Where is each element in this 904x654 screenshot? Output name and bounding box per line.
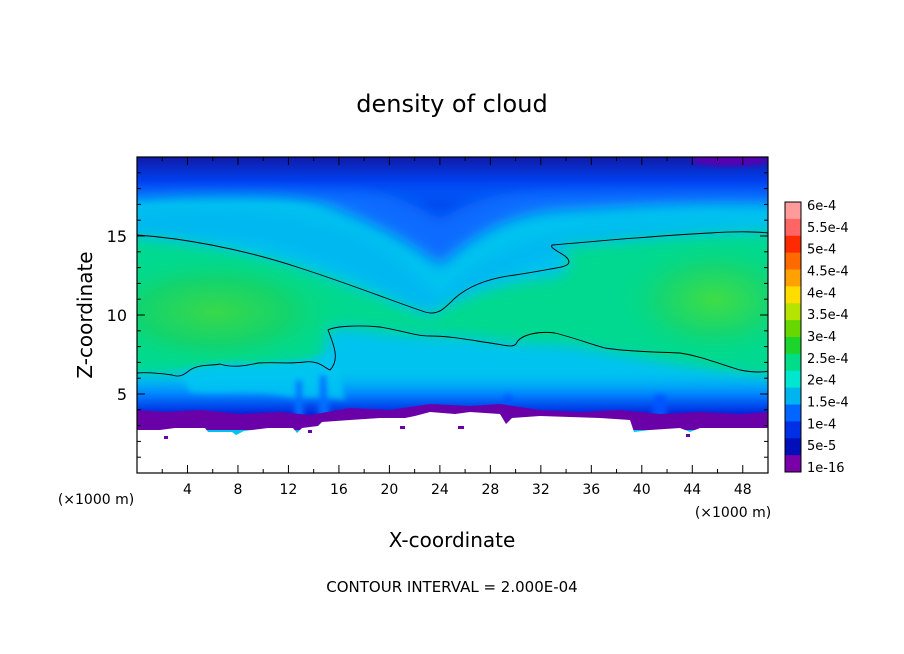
colorbar-frame <box>784 201 802 473</box>
x-tick-label: 36 <box>582 482 600 498</box>
x-tick-label: 28 <box>481 482 499 498</box>
terrain-speck <box>458 426 464 429</box>
colorbar-swatch <box>785 353 801 372</box>
colorbar-label: 6e-4 <box>807 199 836 214</box>
y-tick-label: 5 <box>117 385 127 404</box>
density-field <box>137 157 768 473</box>
terrain-speck <box>308 430 312 433</box>
x-tick-label: 48 <box>734 482 752 498</box>
colorbar-swatch <box>785 269 801 287</box>
x-tick-label: 24 <box>431 482 449 498</box>
vertical-streak-2 <box>318 375 330 420</box>
colorbar-swatch <box>785 438 801 456</box>
contour-interval-note: CONTOUR INTERVAL = 2.000E-04 <box>326 578 577 596</box>
terrain-speck <box>400 426 405 429</box>
colorbar-label: 2e-4 <box>807 374 836 389</box>
colorbar-label: 4e-4 <box>807 286 836 301</box>
colorbar-label: 5e-5 <box>807 439 836 454</box>
y-axis-title: Z-coordinate <box>73 251 97 378</box>
colorbar-swatch <box>785 303 801 321</box>
x-tick-labels: 4 8 12 16 20 24 28 32 36 40 44 48 <box>183 482 752 498</box>
colorbar-swatch <box>785 404 801 422</box>
left-core <box>137 252 350 372</box>
colorbar-swatch <box>785 320 801 338</box>
terrain-speck <box>164 436 168 439</box>
x-tick-label: 32 <box>532 482 550 498</box>
y-tick-labels: 5 10 15 <box>107 227 127 404</box>
chart-title: density of cloud <box>356 90 547 118</box>
colorbar-label: 2.5e-4 <box>807 352 849 367</box>
x-tick-marks <box>161 157 744 473</box>
colorbar-label: 4.5e-4 <box>807 265 849 280</box>
terrain-speck <box>686 434 690 437</box>
colorbar-label: 5e-4 <box>807 243 836 258</box>
x-unit-label: (×1000 m) <box>695 505 771 521</box>
x-axis-title: X-coordinate <box>389 528 516 552</box>
y-tick-marks <box>137 172 768 458</box>
z-unit-label: (×1000 m) <box>58 492 134 508</box>
colorbar-swatch <box>785 218 801 237</box>
right-core <box>615 238 768 362</box>
x-tick-label: 40 <box>633 482 651 498</box>
colorbar-label: 5.5e-4 <box>807 221 849 236</box>
colorbar-label: 1e-4 <box>807 417 836 432</box>
x-tick-label: 8 <box>233 482 242 498</box>
x-tick-label: 20 <box>380 482 398 498</box>
colorbar-swatch <box>785 387 801 405</box>
colorbar-label: 3.5e-4 <box>807 308 849 323</box>
colorbar-swatch <box>785 286 801 304</box>
colorbar-swatch <box>785 370 801 389</box>
x-tick-label: 12 <box>280 482 298 498</box>
upper-teal-band <box>137 207 768 320</box>
colorbar-swatch <box>785 252 801 270</box>
x-tick-label: 16 <box>330 482 348 498</box>
colorbar-swatch <box>785 421 801 439</box>
colorbar <box>784 201 802 473</box>
x-tick-label: 4 <box>183 482 192 498</box>
terrain-mask <box>137 412 768 473</box>
colorbar-swatch <box>785 337 801 355</box>
colorbar-swatch <box>785 455 801 473</box>
y-tick-label: 10 <box>107 306 127 325</box>
contour-line-lower <box>137 325 768 377</box>
colorbar-label: 3e-4 <box>807 330 836 345</box>
colorbar-swatch <box>785 235 801 254</box>
top-purple-spot <box>690 157 768 166</box>
y-tick-label: 15 <box>107 227 127 246</box>
top-dark-band <box>137 157 768 205</box>
plot-axes <box>136 156 769 474</box>
x-tick-label: 44 <box>683 482 701 498</box>
contour-line-upper <box>137 231 768 314</box>
colorbar-label: 1.5e-4 <box>807 396 849 411</box>
colorbar-label: 1e-16 <box>807 461 845 476</box>
colorbar-labels: 6e-4 5.5e-4 5e-4 4.5e-4 4e-4 3.5e-4 3e-4… <box>807 199 849 476</box>
colorbar-swatch <box>785 202 801 220</box>
